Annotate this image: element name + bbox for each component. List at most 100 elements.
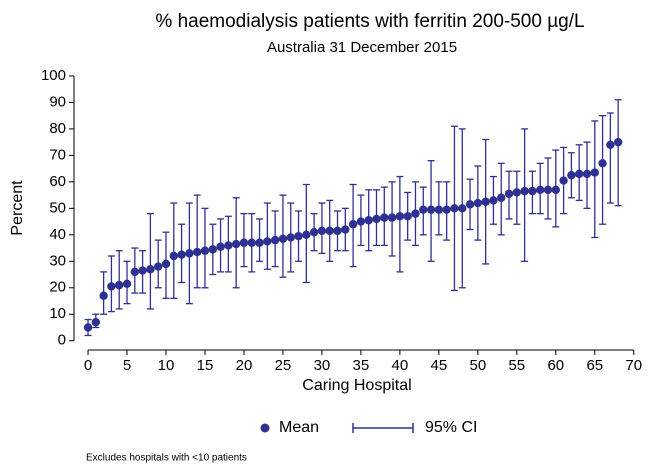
- mean-point: [543, 185, 553, 195]
- y-tick-label: 30: [49, 252, 66, 269]
- legend-marker: [352, 423, 414, 433]
- mean-point: [348, 220, 358, 229]
- mean-point: [216, 242, 225, 251]
- mean-point: [177, 250, 186, 259]
- mean-point: [333, 226, 342, 236]
- mean-point: [302, 230, 311, 240]
- mean-point: [582, 169, 592, 179]
- mean-point: [380, 213, 389, 222]
- mean-point: [356, 217, 366, 226]
- mean-point: [278, 234, 288, 243]
- x-tick-label: 55: [508, 357, 525, 374]
- legend-label: 95% CI: [425, 419, 477, 436]
- error-bar: [115, 250, 123, 310]
- x-tick-label: 25: [275, 357, 292, 374]
- x-tick-label: 5: [123, 357, 131, 374]
- y-tick-label: 20: [49, 279, 66, 296]
- x-tick-label: 50: [469, 357, 486, 374]
- mean-point: [520, 186, 529, 196]
- x-tick-label: 10: [158, 357, 175, 374]
- mean-point: [387, 213, 397, 222]
- x-tick-label: 40: [392, 357, 409, 374]
- mean-point: [153, 262, 163, 271]
- x-tick-label: 15: [197, 357, 214, 374]
- x-tick-label: 65: [586, 357, 603, 374]
- mean-point: [411, 209, 420, 218]
- mean-point: [426, 205, 436, 214]
- mean-point: [450, 204, 459, 213]
- mean-point: [403, 212, 412, 221]
- y-tick-label: 80: [49, 120, 66, 137]
- mean-point: [512, 188, 522, 197]
- mean-point: [458, 204, 467, 213]
- x-axis-label: Caring Hospital: [302, 377, 411, 394]
- y-tick-label: 10: [49, 305, 66, 322]
- mean-point: [419, 205, 428, 214]
- mean-point: [551, 185, 561, 195]
- mean-point: [263, 237, 272, 246]
- mean-point: [107, 282, 116, 291]
- mean-point: [606, 140, 615, 149]
- x-tick-label: 30: [314, 357, 331, 374]
- mean-point: [465, 200, 475, 209]
- error-bar: [170, 202, 178, 300]
- mean-point: [231, 239, 241, 249]
- y-tick-label: 90: [49, 93, 66, 110]
- error-bar: [614, 99, 622, 207]
- mean-point: [567, 171, 576, 180]
- error-bar: [513, 170, 521, 225]
- mean-point: [442, 205, 451, 214]
- y-tick-label: 60: [49, 173, 66, 190]
- mean-point: [130, 267, 140, 277]
- mean-point: [317, 226, 327, 236]
- error-bar: [193, 194, 201, 289]
- mean-point: [497, 193, 506, 202]
- y-axis-label: Percent: [9, 180, 26, 236]
- x-tick-label: 70: [625, 357, 642, 374]
- x-tick-label: 35: [353, 357, 370, 374]
- error-bar: [591, 120, 599, 239]
- x-tick-label: 60: [547, 357, 564, 374]
- mean-point: [481, 197, 490, 206]
- error-bar: [599, 115, 607, 225]
- mean-point: [294, 231, 303, 241]
- mean-point: [341, 225, 350, 234]
- mean-point: [613, 137, 623, 147]
- mean-point: [115, 280, 124, 290]
- mean-point: [200, 246, 210, 255]
- error-bar: [146, 212, 154, 310]
- mean-point: [536, 185, 545, 195]
- y-tick-label: 100: [41, 67, 66, 84]
- mean-point: [528, 186, 537, 196]
- mean-point: [434, 205, 444, 214]
- mean-point: [83, 323, 93, 332]
- mean-point: [504, 189, 514, 198]
- y-tick-label: 40: [49, 226, 66, 243]
- mean-point: [364, 216, 373, 225]
- mean-point: [574, 169, 584, 179]
- legend-label: Mean: [279, 419, 319, 436]
- mean-point: [372, 214, 381, 224]
- mean-point: [395, 212, 405, 221]
- mean-point: [185, 249, 194, 258]
- mean-point: [146, 265, 155, 274]
- mean-point: [473, 198, 483, 208]
- error-bar: [263, 202, 271, 270]
- y-tick-label: 0: [58, 332, 66, 349]
- x-tick-label: 0: [84, 357, 92, 374]
- y-tick-label: 50: [49, 199, 66, 216]
- mean-point: [598, 159, 607, 168]
- mean-point: [192, 247, 202, 257]
- mean-point: [309, 227, 319, 237]
- error-bar: [606, 112, 614, 204]
- mean-point: [255, 238, 264, 247]
- mean-point: [138, 266, 147, 275]
- mean-point: [208, 245, 217, 254]
- chart-subtitle: Australia 31 December 2015: [267, 39, 457, 56]
- mean-point: [122, 279, 132, 289]
- error-bar: [396, 175, 404, 273]
- mean-point: [270, 235, 280, 245]
- chart-title: % haemodialysis patients with ferritin 2…: [155, 11, 584, 32]
- y-tick-label: 70: [49, 146, 66, 163]
- mean-point: [489, 196, 498, 205]
